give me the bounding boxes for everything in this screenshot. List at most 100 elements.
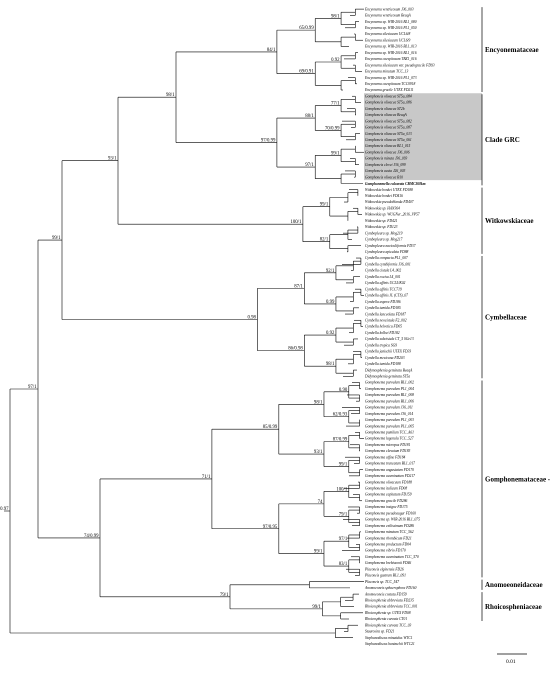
support-value: 0.92	[331, 58, 340, 63]
taxon-label: Gomphonema parvulum BL1_006	[365, 399, 414, 403]
support-value: 83/1	[339, 562, 348, 567]
taxon-label: Gomphoneis olivacea J36_006	[365, 150, 410, 154]
taxon-label: Encyonema sp. WIR-2016 PL1_073	[364, 76, 417, 80]
taxon-label: Gomphoneis olivacea ST5a_084	[365, 94, 412, 98]
taxon-label: Gomphonema angustatum FD170	[365, 468, 414, 472]
taxon-label: Gomphonema rhombicum FD21	[365, 536, 412, 540]
taxon-label: Cymbella subcistula CT_5 SGe13	[365, 337, 414, 341]
support-value: 65/0.99	[299, 26, 314, 31]
taxon-label: Gomphonema affine FD184	[365, 455, 406, 459]
support-value: 97/0.99	[261, 139, 276, 144]
support-value: 97/1	[28, 385, 37, 390]
taxon-label: Gomphonema parvulum BL1_002	[365, 381, 414, 385]
taxon-label: Encyonema minutum TCC_13	[364, 70, 409, 74]
taxon-label: Gomphonema vibrio FD170	[365, 549, 406, 553]
taxon-label: Rhoicosphenia curvata TCC_03	[364, 623, 412, 627]
support-value: 93/1	[314, 450, 323, 455]
family-label: Encyonemataceae	[485, 46, 539, 54]
support-value: 77/1	[331, 102, 340, 107]
taxon-label: Encyonema silesiacum UCL6/9	[364, 38, 411, 42]
support-value: 98/1	[166, 93, 175, 98]
taxon-label: Stephanodiscus minutulus WTC1	[365, 636, 413, 640]
support-value: 88/1	[305, 114, 314, 119]
taxon-label: Gomphonema olivaceum FD188	[365, 480, 412, 484]
taxon-label: Rhoicosphenia abbreviata FD235	[364, 599, 414, 603]
taxon-label: Cymbella tumida FD188	[365, 362, 401, 366]
taxon-label: Gomphonema productum FD04	[365, 543, 411, 547]
taxon-label: Anomoeoneis costata FD159	[364, 592, 407, 596]
support-value: 62/0.93	[333, 413, 348, 418]
taxon-label: Gomphoneis olivacea BeaqA	[365, 113, 408, 117]
taxon-label: Encyonema sp. WIR-2016 PL1_050	[364, 26, 417, 30]
taxon-label: Gomphonema parvulum J36_011	[365, 406, 413, 410]
support-value: 98/1	[331, 14, 340, 19]
taxon-label: Cymbopleura naviculiformis FD37	[365, 244, 416, 248]
support-value: 82/1	[320, 238, 329, 243]
taxon-label: Gomphoneis olivacea ST5a_061	[365, 138, 412, 142]
taxon-label: Witkowskia sp. FD421	[365, 219, 398, 223]
taxon-label: Witkowskia sp. WUGNer_2016_VP57	[365, 213, 420, 217]
taxon-label: Gomphonema italicum FD08	[365, 487, 407, 491]
taxon-label: Encyonema gracile UTEX FD211	[364, 88, 414, 92]
taxon-label: Gomphonema pumilum TCC_A61	[365, 430, 414, 434]
taxon-label: Gomphonema parvulum PL1_004	[365, 387, 414, 391]
support-value: 98/1	[314, 400, 323, 405]
taxon-label: Gomphonema parvulum BL1_008	[365, 393, 414, 397]
support-value: 97/0.95	[263, 525, 278, 530]
taxon-labels: Encyonema ventricosum J36_003 Encyonema v…	[364, 7, 435, 646]
taxon-label: Cymbella excisa L4_001	[365, 275, 401, 279]
support-value: 93/1	[108, 157, 117, 162]
support-value: 70/0.99	[325, 126, 340, 131]
taxon-label: Cymbella tropica SG9	[365, 343, 397, 347]
taxon-label: Cymbella neocistula F2_002	[365, 318, 407, 322]
support-value: 69/0.91	[299, 70, 314, 75]
taxon-label: Encyonema caespitosum TCC0918	[364, 82, 416, 86]
taxon-label: Encyonema sp. WIR-2016 BL1_013	[364, 45, 417, 49]
support-value: 92/1	[326, 269, 335, 274]
taxon-label: Gomphonema gracile FD286	[365, 499, 408, 503]
family-brackets: Encyonemataceae Clade GRC Witkowskiaceae Cy…	[364, 7, 550, 621]
support-value: 74	[318, 500, 323, 505]
support-value: 74/0.99	[84, 534, 99, 539]
taxon-label: Cymbella cymbiformis J36_001	[365, 262, 411, 266]
taxon-label: Cymbella tumida FD185	[365, 306, 401, 310]
taxon-label: Encyonema sp. WIR-2016 BL1_080	[364, 20, 417, 24]
support-value: 87/0.99	[333, 438, 348, 443]
taxon-label: Rhoicosphenia sp. UTEX FD08	[364, 611, 411, 615]
taxon-label: Placoneis elginensis FD26	[364, 567, 404, 571]
taxon-label: Cymbella affinis JL (CTS)_07	[365, 294, 408, 298]
taxon-label: Cymbopleura apiculata FD88	[365, 250, 409, 254]
family-label: Anomoeoneidaceae	[485, 581, 543, 589]
taxon-label: Gomphoneis olivacea B10	[365, 175, 403, 179]
taxon-label: Gomphonema minutum TCC_562	[365, 530, 414, 534]
taxon-label: Gomphonema exilissimum FD286	[365, 524, 414, 528]
support-value: 99/1	[314, 550, 323, 555]
taxon-label: Gomphonema acuminatum TCC_570	[365, 555, 419, 559]
support-value: 99/1	[331, 151, 340, 156]
taxon-label: Witkowskia bonkei UTEX FD188	[365, 188, 413, 192]
taxon-label: Anomoeoneis sphaerophora FD160	[364, 586, 417, 590]
taxon-label: Encyonema silesiacum UCL6/8	[364, 32, 411, 36]
support-value: 0.98	[247, 315, 256, 320]
taxon-label: Cymbella janischii UTEX FD33	[365, 350, 411, 354]
support-value: 0.97	[0, 507, 9, 512]
taxon-label: Encyonema ventricosum BeaqA	[364, 14, 412, 18]
taxon-label: Gomphonema micropus FD181	[365, 443, 411, 447]
support-value: 85/0.99	[263, 425, 278, 430]
support-value: 0.90	[339, 388, 348, 393]
taxon-label: Gomphonema truncatum BL1_017	[365, 462, 415, 466]
taxon-label: Witkowskia sp. HAN364	[365, 206, 400, 210]
taxon-label: Placoneis sp. TCC_547	[364, 580, 399, 584]
taxon-label: Gomphonema capitatum FD159	[365, 493, 412, 497]
scale-bar: 0.01	[497, 653, 527, 665]
clade-grc-highlight	[364, 93, 482, 181]
support-value: 97/1	[305, 163, 314, 168]
taxon-label: Rhoicosphenia curvata CT01	[364, 617, 407, 621]
taxon-label: Rhoicosphenia abbreviata TCC_001	[364, 605, 418, 609]
taxon-label: Gomphonema pseudoaugur FD160	[365, 511, 416, 515]
support-value: 97/1	[339, 537, 348, 542]
family-label: Witkowskiaceae	[485, 217, 533, 225]
taxon-label: Gomphonema parvulum PL1_005	[365, 424, 414, 428]
support-value: 99/1	[339, 463, 348, 468]
support-value: 87/1	[294, 284, 303, 289]
